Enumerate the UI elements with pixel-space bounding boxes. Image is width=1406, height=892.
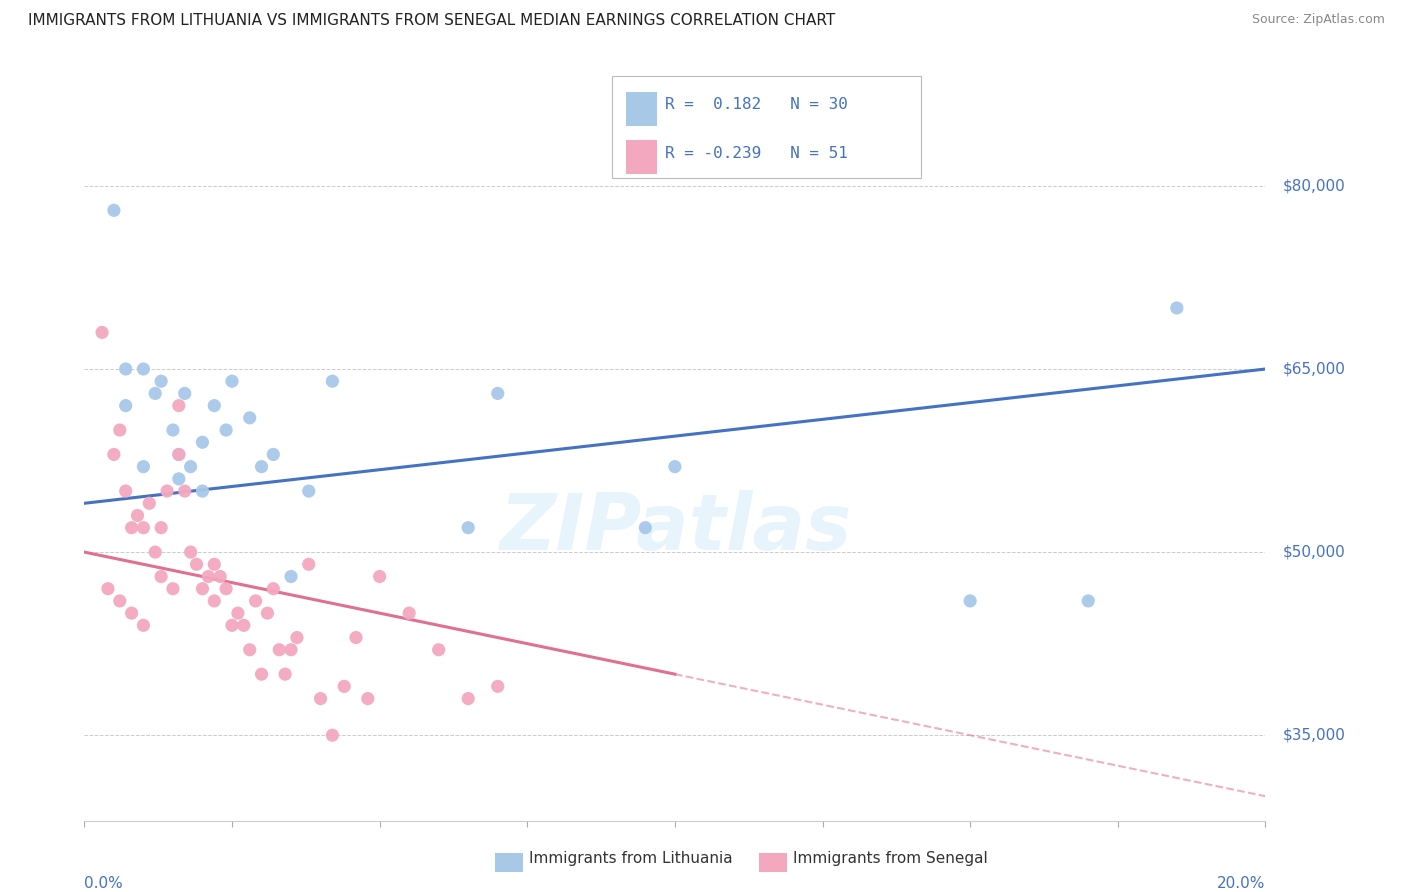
Point — [121, 521, 143, 535]
Point — [262, 447, 284, 461]
Point — [321, 728, 343, 742]
Point — [262, 582, 284, 596]
Text: $65,000: $65,000 — [1284, 361, 1346, 376]
Text: R =  0.182   N = 30: R = 0.182 N = 30 — [665, 97, 848, 112]
Point — [143, 386, 166, 401]
Point — [245, 594, 267, 608]
Point — [368, 569, 391, 583]
Point — [132, 521, 155, 535]
Point — [298, 484, 321, 499]
Point — [274, 667, 297, 681]
Point — [191, 484, 214, 499]
Text: $35,000: $35,000 — [1284, 728, 1346, 743]
Text: $50,000: $50,000 — [1284, 545, 1346, 559]
Point — [150, 569, 173, 583]
Point — [150, 374, 173, 388]
Point — [156, 484, 179, 499]
Point — [132, 362, 155, 376]
Text: Source: ZipAtlas.com: Source: ZipAtlas.com — [1251, 13, 1385, 27]
Point — [202, 594, 225, 608]
Text: Immigrants from Senegal: Immigrants from Senegal — [793, 851, 988, 866]
Point — [357, 691, 380, 706]
Point — [162, 423, 184, 437]
Point — [173, 386, 195, 401]
Point — [457, 691, 479, 706]
Point — [180, 545, 202, 559]
Point — [121, 606, 143, 620]
Point — [186, 558, 208, 572]
Text: R = -0.239   N = 51: R = -0.239 N = 51 — [665, 145, 848, 161]
Point — [298, 558, 321, 572]
Point — [167, 447, 190, 461]
Point — [1166, 301, 1188, 315]
Point — [250, 667, 273, 681]
Point — [173, 484, 195, 499]
Point — [114, 484, 136, 499]
Point — [486, 386, 509, 401]
Point — [1077, 594, 1099, 608]
Point — [167, 472, 190, 486]
Point — [209, 569, 232, 583]
Point — [191, 582, 214, 596]
Point — [269, 642, 291, 657]
Point — [285, 631, 308, 645]
Point — [132, 459, 155, 474]
Point — [239, 410, 262, 425]
Point — [108, 423, 131, 437]
Text: Immigrants from Lithuania: Immigrants from Lithuania — [529, 851, 733, 866]
Text: 0.0%: 0.0% — [84, 876, 124, 890]
Point — [221, 374, 243, 388]
Point — [108, 594, 131, 608]
Point — [162, 582, 184, 596]
Point — [215, 582, 238, 596]
Point — [239, 642, 262, 657]
Point — [103, 203, 125, 218]
Point — [321, 374, 343, 388]
Point — [91, 326, 114, 340]
Point — [132, 618, 155, 632]
Point — [143, 545, 166, 559]
Point — [191, 435, 214, 450]
Point — [114, 362, 136, 376]
Point — [344, 631, 367, 645]
Point — [959, 594, 981, 608]
Point — [486, 679, 509, 693]
Point — [280, 569, 302, 583]
Point — [215, 423, 238, 437]
Point — [180, 459, 202, 474]
Point — [427, 642, 450, 657]
Point — [167, 399, 190, 413]
Point — [127, 508, 149, 523]
Point — [221, 618, 243, 632]
Point — [167, 447, 190, 461]
Point — [103, 447, 125, 461]
Text: 20.0%: 20.0% — [1218, 876, 1265, 890]
Point — [202, 558, 225, 572]
Point — [634, 521, 657, 535]
Point — [97, 582, 120, 596]
Point — [280, 642, 302, 657]
Point — [457, 521, 479, 535]
Point — [138, 496, 160, 510]
Point — [309, 691, 332, 706]
Point — [197, 569, 219, 583]
Point — [114, 399, 136, 413]
Point — [250, 459, 273, 474]
Point — [256, 606, 278, 620]
Point — [398, 606, 420, 620]
Text: $80,000: $80,000 — [1284, 178, 1346, 194]
Point — [202, 399, 225, 413]
Text: IMMIGRANTS FROM LITHUANIA VS IMMIGRANTS FROM SENEGAL MEDIAN EARNINGS CORRELATION: IMMIGRANTS FROM LITHUANIA VS IMMIGRANTS … — [28, 13, 835, 29]
Point — [664, 459, 686, 474]
Point — [150, 521, 173, 535]
Point — [232, 618, 254, 632]
Point — [333, 679, 356, 693]
Point — [226, 606, 249, 620]
Text: ZIPatlas: ZIPatlas — [499, 491, 851, 566]
